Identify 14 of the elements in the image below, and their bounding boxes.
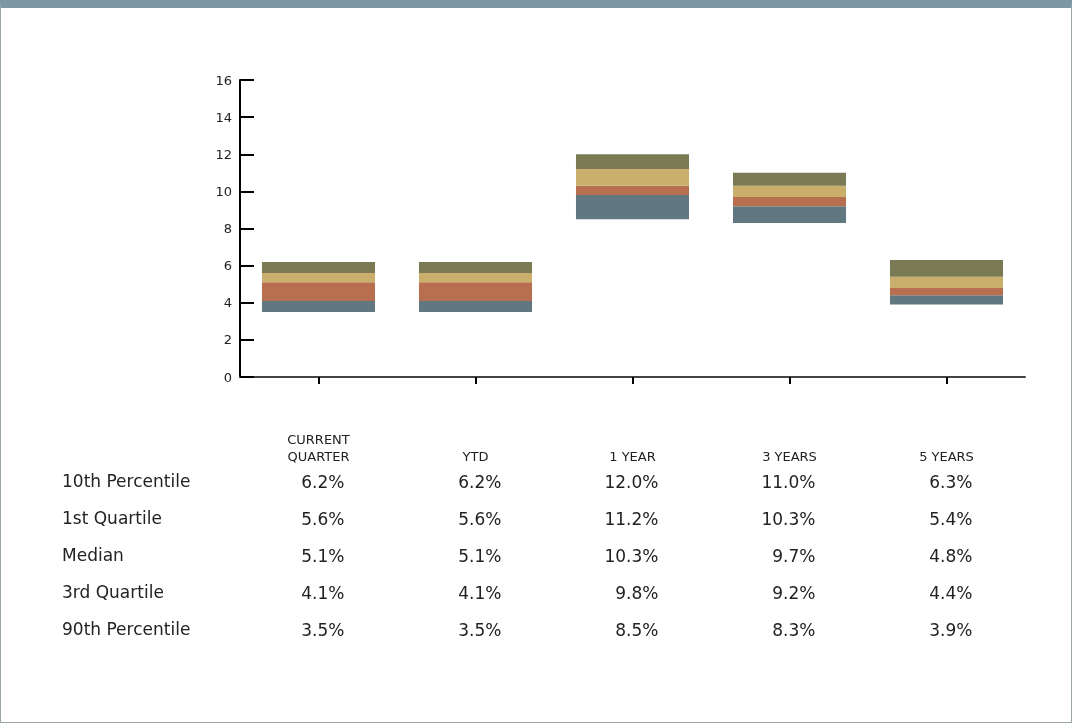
x-tick-label: 1 YEAR <box>609 449 656 464</box>
y-tick-label: 4 <box>223 295 232 311</box>
y-tick-label: 6 <box>223 258 232 274</box>
y-tick-label: 10 <box>215 183 232 199</box>
y-tick-label: 14 <box>215 109 232 125</box>
y-tick-label: 16 <box>215 72 232 88</box>
x-tick-label: 5 YEARS <box>919 449 974 464</box>
x-tick-label: 3 YEARS <box>762 449 817 464</box>
y-tick-label: 12 <box>215 146 232 162</box>
y-tick-label: 8 <box>223 221 232 236</box>
y-tick-label: 2 <box>223 332 232 348</box>
y-tick-label: 0 <box>223 369 232 385</box>
x-tick-label: CURRENT QUARTER <box>287 432 350 464</box>
x-tick-label: YTD <box>461 449 489 464</box>
